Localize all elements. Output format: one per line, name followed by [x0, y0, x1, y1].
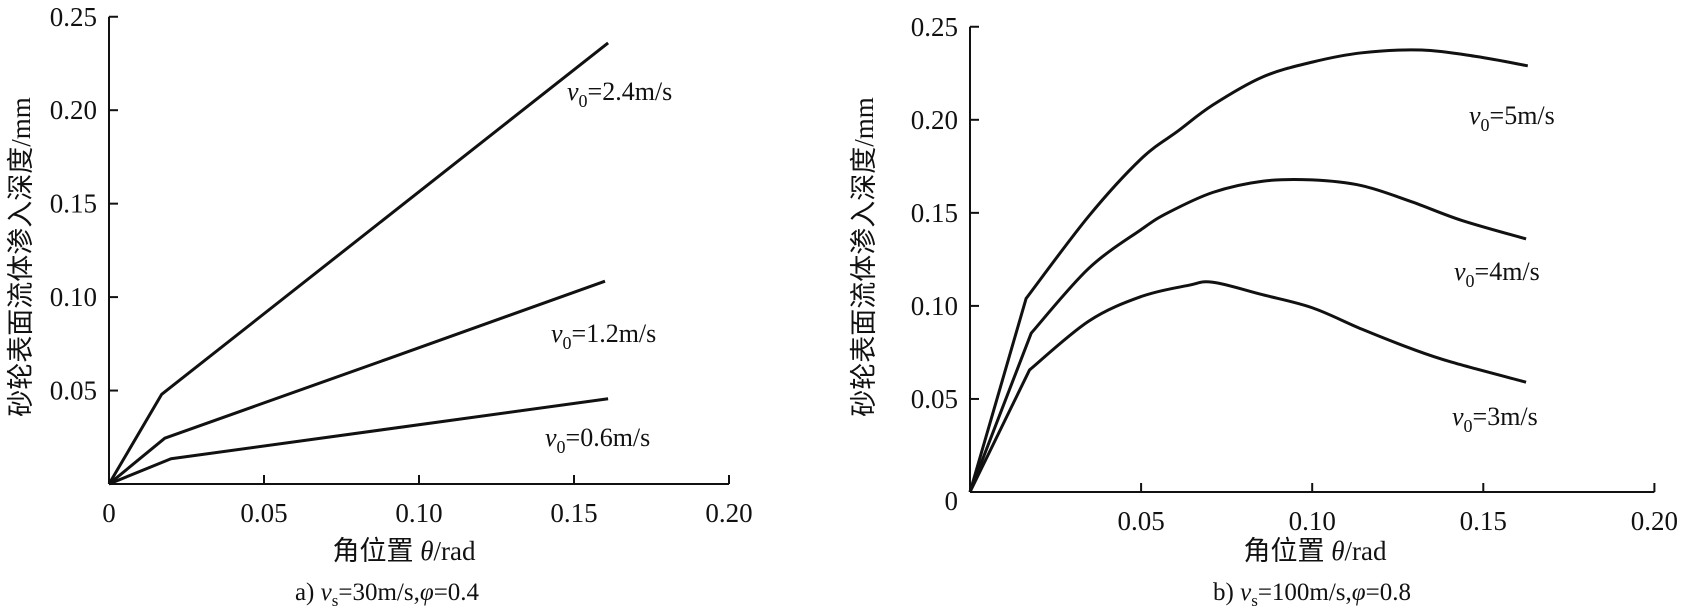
- caption-prefix: b): [1213, 579, 1240, 606]
- series-label-var: v: [567, 77, 579, 106]
- y-tick-label: 0.20: [50, 95, 97, 125]
- series-label: v0=2.4m/s: [567, 77, 672, 111]
- y-axis-title: 砂轮表面流体渗入深度/mm: [6, 97, 36, 417]
- y-tick-label: 0.05: [50, 376, 97, 406]
- series-label-text: =1.2m/s: [572, 319, 657, 348]
- chart-panel-b: 0.05 0.10 0.15 0.2000.050.100.150.200.25v0=…: [849, 12, 1678, 608]
- y-axis-title: 砂轮表面流体渗入深度/mm: [849, 97, 879, 417]
- series-label-sub: 0: [1466, 271, 1475, 291]
- x-tick-label: 0.15: [550, 498, 597, 528]
- x-axis-title-unit: /rad: [1345, 536, 1387, 566]
- x-axis-title-var: θ: [420, 536, 433, 566]
- x-axis-title: 角位置 θ/rad: [333, 536, 476, 566]
- x-tick-label: 0: [102, 498, 116, 528]
- y-tick-label: 0.15: [50, 189, 97, 219]
- series-label-var: v: [1454, 257, 1466, 286]
- x-tick-label: 0.15: [1460, 506, 1507, 536]
- x-tick-label: 0.20: [705, 498, 752, 528]
- chart-panel-a: 0 0.05 0.10 0.15 0.200.050.100.150.200.25v0=…: [6, 2, 753, 608]
- x-tick-label: 0.10: [395, 498, 442, 528]
- series-label-text: =5m/s: [1490, 101, 1555, 130]
- series-label-sub: 0: [579, 91, 588, 111]
- x-tick-label: 0.10: [1289, 506, 1336, 536]
- series-label-text: =2.4m/s: [588, 77, 673, 106]
- series-line: [108, 397, 609, 486]
- caption-sub: s: [332, 591, 339, 608]
- x-axis-title: 角位置 θ/rad: [1244, 536, 1387, 566]
- series-line: [968, 280, 1527, 493]
- series-line: [107, 41, 610, 485]
- series-line: [108, 279, 606, 486]
- x-axis-title-prefix: 角位置: [1244, 536, 1332, 566]
- series-label: v0=0.6m/s: [545, 423, 650, 457]
- caption-var: v: [1240, 579, 1252, 606]
- series-label: v0=4m/s: [1454, 257, 1540, 291]
- y-tick-label: 0.10: [50, 282, 97, 312]
- series-label-var: v: [1469, 101, 1481, 130]
- caption-prefix: a): [295, 579, 321, 606]
- caption-var2: φ: [1352, 579, 1366, 606]
- panel-caption: a) vs=30m/s,φ=0.4: [295, 579, 480, 608]
- series-label-text: =3m/s: [1473, 402, 1538, 431]
- caption-text: =0.4: [434, 579, 480, 606]
- series-label-sub: 0: [1464, 416, 1473, 436]
- caption-var2: φ: [420, 579, 434, 606]
- series-line: [968, 177, 1527, 493]
- series-label-text: =0.6m/s: [566, 423, 651, 452]
- caption-mid: =30m/s,: [338, 579, 419, 606]
- caption-text: =0.8: [1366, 579, 1411, 606]
- y-tick-label: 0: [945, 486, 959, 516]
- series-label-text: =4m/s: [1475, 257, 1540, 286]
- x-axis-title-unit: /rad: [434, 536, 476, 566]
- y-tick-label: 0.10: [911, 291, 958, 321]
- series-line: [968, 48, 1529, 493]
- series-label-sub: 0: [557, 437, 566, 457]
- x-axis-title-var: θ: [1331, 536, 1344, 566]
- y-tick-label: 0.25: [911, 12, 958, 42]
- x-tick-label: 0.05: [240, 498, 287, 528]
- series-label-var: v: [1452, 402, 1464, 431]
- series-label: v0=5m/s: [1469, 101, 1555, 135]
- x-tick-label: 0.20: [1631, 506, 1678, 536]
- series-label-sub: 0: [563, 333, 572, 353]
- caption-mid: =100m/s,: [1258, 579, 1352, 606]
- series-label-var: v: [551, 319, 563, 348]
- y-tick-label: 0.15: [911, 198, 958, 228]
- caption-var: v: [321, 579, 333, 606]
- y-tick-label: 0.20: [911, 105, 958, 135]
- caption-sub: s: [1251, 591, 1258, 608]
- y-tick-label: 0.05: [911, 384, 958, 414]
- series-label: v0=3m/s: [1452, 402, 1538, 436]
- series-label-sub: 0: [1481, 115, 1490, 135]
- series-label: v0=1.2m/s: [551, 319, 656, 353]
- series-label-var: v: [545, 423, 557, 452]
- y-tick-label: 0.25: [50, 2, 97, 32]
- x-tick-label: 0.05: [1117, 506, 1164, 536]
- panel-caption: b) vs=100m/s,φ=0.8: [1213, 579, 1411, 608]
- x-axis-title-prefix: 角位置: [333, 536, 421, 566]
